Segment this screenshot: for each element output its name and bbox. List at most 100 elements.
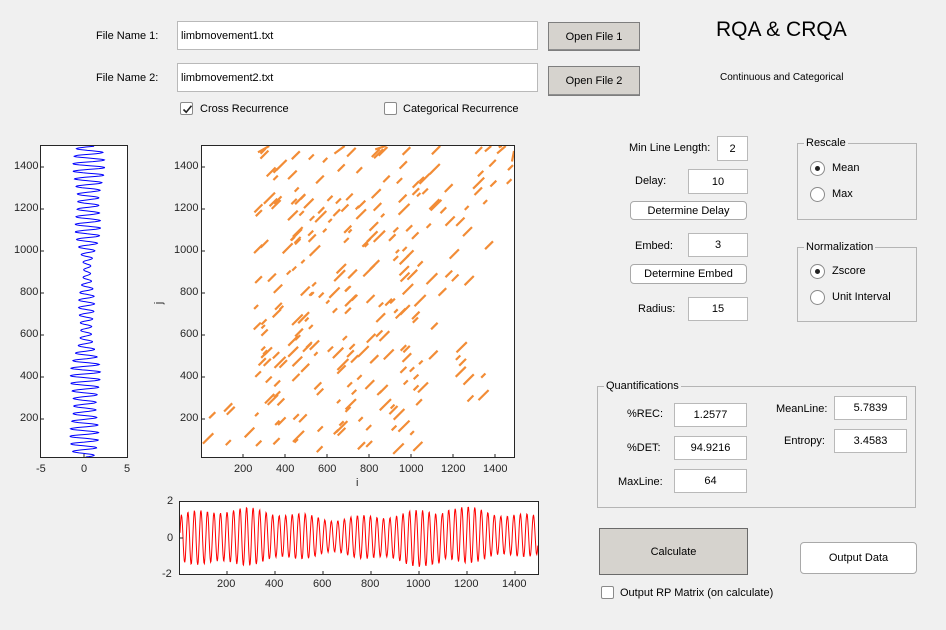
rescale-mean-radio[interactable] bbox=[810, 161, 825, 176]
recurrence-mark bbox=[342, 335, 348, 341]
recurrence-mark bbox=[265, 375, 273, 384]
recurrence-mark bbox=[286, 269, 292, 276]
recurrence-mark bbox=[290, 198, 298, 205]
recurrence-mark bbox=[462, 226, 473, 237]
rp-xtick-1000: 1000 bbox=[399, 463, 424, 475]
recurrence-mark bbox=[276, 397, 286, 407]
recurrence-mark bbox=[421, 187, 429, 195]
recurrence-mark bbox=[448, 248, 460, 260]
recurrence-mark bbox=[291, 150, 301, 160]
calculate-button[interactable]: Calculate bbox=[599, 528, 748, 575]
recurrence-mark bbox=[364, 379, 375, 390]
recurrence-mark bbox=[418, 359, 424, 365]
rp-xtick-1400: 1400 bbox=[483, 463, 508, 475]
output-data-button[interactable]: Output Data bbox=[800, 542, 917, 574]
recurrence-mark bbox=[311, 281, 317, 287]
recurrence-mark bbox=[399, 344, 407, 352]
recurrence-mark bbox=[458, 358, 467, 367]
recurrence-mark bbox=[354, 205, 360, 211]
recurrence-mark bbox=[291, 373, 301, 382]
s1-xtick-0: 0 bbox=[81, 463, 88, 475]
recurrence-mark bbox=[444, 183, 454, 193]
output-rp-checkbox[interactable] bbox=[601, 586, 614, 599]
recurrence-mark bbox=[304, 316, 310, 323]
recurrence-mark bbox=[255, 439, 263, 447]
quantifications-title: Quantifications bbox=[604, 380, 681, 392]
file-name-2-input[interactable] bbox=[177, 63, 538, 92]
recurrence-mark bbox=[398, 265, 410, 277]
recurrence-mark bbox=[412, 384, 420, 392]
recurrence-mark bbox=[444, 215, 456, 227]
recurrence-mark bbox=[377, 146, 389, 157]
recurrence-mark bbox=[357, 416, 364, 423]
s2-xtick-400: 400 bbox=[265, 578, 284, 590]
maxline-value[interactable] bbox=[674, 469, 747, 493]
recurrence-mark bbox=[411, 310, 421, 320]
recurrence-mark bbox=[287, 209, 299, 221]
file-name-1-input[interactable] bbox=[177, 21, 538, 50]
recurrence-mark bbox=[355, 166, 363, 174]
recurrence-mark bbox=[411, 231, 420, 240]
recurrence-mark bbox=[287, 169, 298, 180]
open-file-2-button[interactable]: Open File 2 bbox=[548, 66, 640, 96]
recurrence-mark bbox=[332, 307, 338, 314]
recurrence-mark bbox=[300, 285, 311, 297]
recurrence-mark bbox=[437, 287, 447, 297]
recurrence-mark bbox=[425, 272, 439, 285]
embed-input[interactable] bbox=[688, 233, 748, 257]
meanline-value[interactable] bbox=[834, 396, 907, 420]
recurrence-mark bbox=[281, 242, 294, 255]
recurrence-mark bbox=[291, 265, 297, 272]
categorical-recurrence-checkbox[interactable] bbox=[384, 102, 397, 115]
recurrence-mark bbox=[484, 240, 494, 250]
recurrence-mark bbox=[254, 412, 260, 417]
det-value[interactable] bbox=[674, 436, 747, 460]
s2-xtick-1200: 1200 bbox=[454, 578, 479, 590]
delay-input[interactable] bbox=[688, 169, 748, 194]
recurrence-mark bbox=[226, 406, 236, 416]
radius-input[interactable] bbox=[688, 297, 748, 321]
recurrence-mark bbox=[372, 229, 386, 243]
recurrence-mark bbox=[292, 413, 300, 421]
recurrence-mark bbox=[265, 166, 277, 178]
recurrence-mark bbox=[392, 408, 406, 421]
recurrence-plot bbox=[201, 145, 515, 458]
recurrence-mark bbox=[292, 226, 304, 238]
recurrence-mark bbox=[462, 373, 475, 386]
recurrence-mark bbox=[451, 273, 460, 282]
recurrence-mark bbox=[428, 198, 441, 211]
open-file-1-button[interactable]: Open File 1 bbox=[548, 22, 640, 51]
s2-xtick-600: 600 bbox=[313, 578, 332, 590]
recurrence-mark bbox=[294, 193, 306, 205]
series-1-plot bbox=[40, 145, 128, 458]
det-label: %DET: bbox=[627, 442, 661, 454]
recurrence-mark bbox=[316, 387, 325, 396]
recurrence-mark bbox=[272, 174, 279, 181]
entropy-value[interactable] bbox=[834, 429, 907, 453]
rp-ytick-1200: 1200 bbox=[174, 202, 199, 214]
normalization-unit-interval-radio[interactable] bbox=[810, 290, 825, 305]
normalization-zscore-radio[interactable] bbox=[810, 264, 825, 279]
min-line-input[interactable] bbox=[717, 136, 748, 161]
determine-embed-button[interactable]: Determine Embed bbox=[630, 264, 747, 284]
cross-recurrence-checkbox[interactable] bbox=[180, 102, 193, 115]
recurrence-mark bbox=[365, 294, 376, 304]
recurrence-mark bbox=[380, 213, 386, 218]
maxline-label: MaxLine: bbox=[618, 476, 663, 488]
recurrence-mark bbox=[300, 363, 310, 373]
recurrence-mark bbox=[266, 394, 279, 406]
rec-value[interactable] bbox=[674, 403, 747, 427]
recurrence-mark bbox=[343, 224, 353, 234]
recurrence-mark bbox=[482, 199, 488, 205]
recurrence-points bbox=[202, 146, 514, 455]
recurrence-mark bbox=[208, 411, 217, 419]
determine-delay-button[interactable]: Determine Delay bbox=[630, 201, 747, 220]
rec-label: %REC: bbox=[627, 408, 664, 420]
recurrence-mark bbox=[264, 393, 276, 405]
recurrence-mark bbox=[431, 146, 441, 156]
recurrence-mark bbox=[375, 329, 384, 338]
recurrence-mark bbox=[428, 349, 439, 360]
rescale-max-radio[interactable] bbox=[810, 187, 825, 202]
recurrence-mark bbox=[425, 222, 432, 229]
recurrence-mark bbox=[273, 379, 281, 388]
